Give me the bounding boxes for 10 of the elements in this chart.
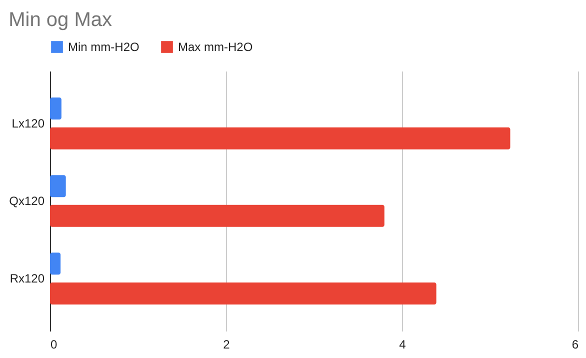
- x-tick-label: 0: [50, 338, 58, 352]
- x-tick-label: 2: [223, 338, 230, 352]
- x-tick-label: 4: [399, 338, 406, 352]
- chart-title: Min og Max: [8, 9, 112, 31]
- legend-label: Max mm-H2O: [178, 40, 253, 54]
- y-tick-label: Rx120: [10, 272, 45, 286]
- y-tick-label: Qx120: [9, 194, 45, 208]
- y-tick-label: Lx120: [12, 116, 45, 130]
- x-tick-label: 6: [572, 338, 579, 352]
- legend-label: Min mm-H2O: [68, 40, 140, 54]
